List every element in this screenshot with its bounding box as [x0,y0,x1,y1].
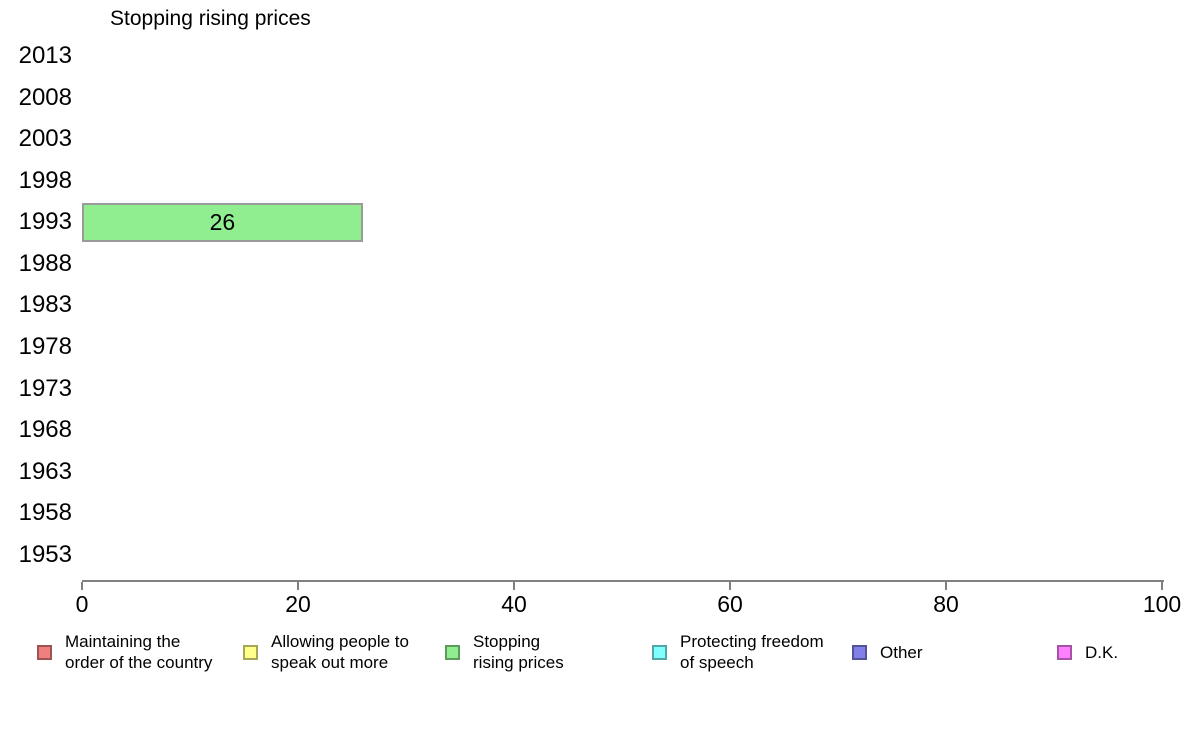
legend-item: D.K. [1057,631,1118,673]
chart-title: Stopping rising prices [110,7,311,30]
y-axis-label: 2008 [18,83,72,111]
legend-label-line2: rising prices [473,653,564,672]
legend-label: Protecting freedom of speech [680,631,824,673]
y-axis-label: 1973 [18,374,72,402]
legend-label-line1: Protecting freedom [680,632,824,651]
legend-label: Allowing people to speak out more [271,631,409,673]
x-axis-tick-label: 80 [933,591,959,617]
x-axis-tick [297,582,299,590]
x-axis-tick [729,582,731,590]
legend-label-line2: of speech [680,653,754,672]
y-axis-label: 1953 [18,540,72,568]
legend-item: Other [852,631,923,673]
legend-swatch-icon [1057,644,1072,660]
y-axis-label: 1978 [18,332,72,360]
bar-1993: 26 [82,202,363,242]
legend-item: Stopping rising prices [445,631,564,673]
y-axis-label: 1988 [18,249,72,277]
bar-value-label: 26 [209,208,236,235]
legend-label: Other [880,642,923,663]
legend-label-line2: order of the country [65,653,213,672]
y-axis-label: 2003 [18,125,72,153]
legend-label: Stopping rising prices [473,631,564,673]
legend-label-line2: speak out more [271,653,389,672]
legend-swatch-icon [243,644,258,660]
legend-item: Protecting freedom of speech [652,631,824,673]
legend-swatch-icon [652,644,667,660]
y-axis-label: 2013 [18,42,72,69]
x-axis-tick [513,582,515,590]
x-axis-line [82,580,1164,582]
x-axis-tick-label: 100 [1142,591,1182,617]
legend-item: Allowing people to speak out more [243,631,409,673]
y-axis-label: 1958 [18,499,72,527]
legend-item: Maintaining the order of the country [37,631,212,673]
y-axis-label: 1983 [18,291,72,319]
x-axis-tick [81,582,83,590]
x-axis-tick-label: 40 [501,591,527,617]
x-axis-tick-label: 60 [717,591,743,617]
x-axis-tick [1161,582,1163,590]
y-axis-label: 1968 [18,416,72,444]
y-axis-label: 1963 [18,457,72,485]
legend-label: Maintaining the order of the country [65,631,212,673]
y-axis-label: 1993 [18,208,72,236]
legend-label-line1: Other [880,642,923,662]
legend-swatch-icon [852,644,867,660]
x-axis-tick-label: 20 [285,591,311,617]
legend-swatch-icon [37,644,52,660]
legend-label-line1: Allowing people to [271,632,409,651]
x-axis-tick-label: 0 [75,591,89,617]
y-axis-label: 1998 [18,166,72,194]
legend-swatch-icon [445,644,460,660]
legend-label: D.K. [1085,642,1118,663]
x-axis-tick [945,582,947,590]
legend-label-line1: D.K. [1085,642,1119,662]
legend-label-line1: Maintaining the [65,632,181,651]
legend-label-line1: Stopping [473,632,541,651]
